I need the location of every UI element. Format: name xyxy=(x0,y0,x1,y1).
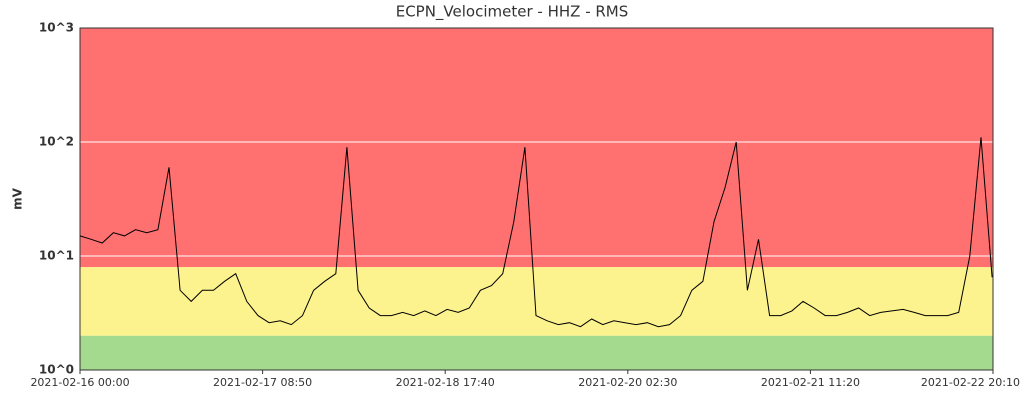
y-tick-label: 10^3 xyxy=(39,21,74,35)
x-tick-label: 2021-02-20 02:30 xyxy=(578,376,677,389)
y-tick-label: 10^1 xyxy=(39,249,74,263)
x-tick-label: 2021-02-22 20:10 xyxy=(921,376,1020,389)
plot-frame xyxy=(79,27,994,371)
data-line xyxy=(79,137,993,328)
y-tick-label: 10^0 xyxy=(39,363,74,377)
x-tick-label: 2021-02-17 08:50 xyxy=(213,376,312,389)
y-tick-label: 10^2 xyxy=(39,135,74,149)
x-tick-label: 2021-02-18 17:40 xyxy=(396,376,495,389)
threshold-band xyxy=(80,28,993,268)
threshold-band xyxy=(80,335,993,370)
x-tick-label: 2021-02-21 11:20 xyxy=(761,376,860,389)
threshold-band xyxy=(80,267,993,336)
chart-title: ECPN_Velocimeter - HHZ - RMS xyxy=(396,3,629,22)
x-tick-label: 2021-02-16 00:00 xyxy=(30,376,129,389)
y-axis-label: mV xyxy=(11,187,25,210)
